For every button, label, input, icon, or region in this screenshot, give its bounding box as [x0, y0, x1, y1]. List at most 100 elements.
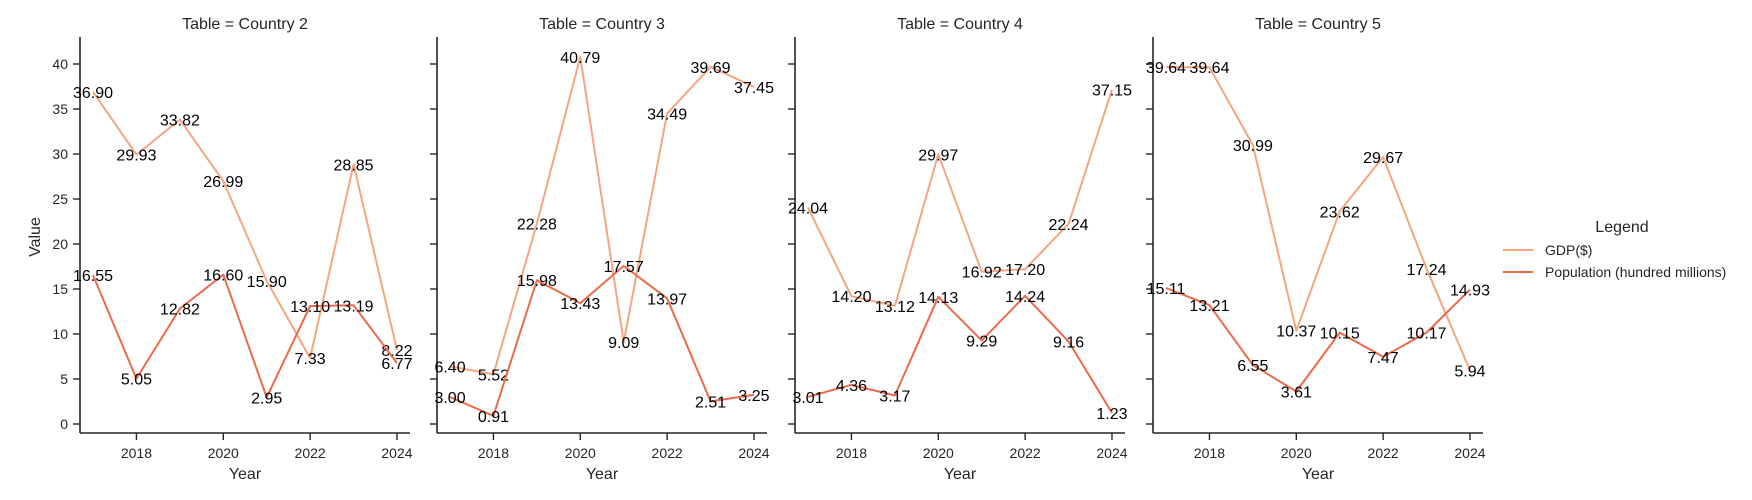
series-line-population: [449, 264, 755, 417]
x-tick-label: 2020: [565, 445, 596, 461]
data-label: 39.69: [691, 60, 731, 77]
data-label: 28.85: [334, 157, 374, 174]
data-label: 13.21: [1189, 298, 1229, 315]
panel-2: Table = Country 3 2018 2020 2022 2024 Year 6.4…: [430, 16, 774, 483]
x-tick-label: 2020: [208, 445, 239, 461]
x-tick-label: 2018: [121, 445, 152, 461]
data-label: 34.49: [647, 107, 687, 124]
data-label: 3.25: [738, 388, 769, 405]
data-label: 13.10: [290, 299, 330, 316]
series-line-gdp: [449, 55, 755, 376]
data-label: 15.90: [247, 274, 287, 291]
panel-title: Table = Country 4: [897, 16, 1023, 33]
y-tick-label: 0: [60, 416, 68, 432]
data-label: 29.97: [918, 147, 958, 164]
data-label: 39.64: [1189, 60, 1229, 77]
data-label: 17.24: [1407, 262, 1447, 279]
x-tick-label: 2024: [738, 445, 769, 461]
panel-title: Table = Country 2: [182, 16, 308, 33]
data-label: 14.93: [1450, 283, 1490, 300]
data-label: 10.15: [1320, 326, 1360, 343]
data-label: 37.15: [1092, 83, 1132, 100]
panel-3: Table = Country 4 2018 2020 2022 2024 Year 24.…: [788, 16, 1132, 483]
data-label: 5.52: [478, 367, 509, 384]
panel-title: Table = Country 3: [539, 16, 665, 33]
data-label: 16.92: [962, 265, 1002, 282]
data-label: 1.23: [1096, 406, 1127, 423]
data-label: 22.24: [1049, 217, 1089, 234]
data-label: 6.40: [434, 359, 465, 376]
data-label: 6.77: [381, 356, 412, 373]
y-tick-label: 25: [52, 191, 68, 207]
data-label: 10.37: [1276, 324, 1316, 341]
x-tick-label: 2018: [478, 445, 509, 461]
data-label: 17.20: [1005, 262, 1045, 279]
data-label: 24.04: [788, 201, 828, 218]
data-label: 29.67: [1363, 150, 1403, 167]
panel-title: Table = Country 5: [1255, 16, 1381, 33]
data-label: 30.99: [1233, 138, 1273, 155]
y-tick-label: 15: [52, 281, 68, 297]
data-label: 33.82: [160, 113, 200, 130]
x-tick-label: 2022: [295, 445, 326, 461]
data-label: 2.95: [251, 390, 282, 407]
panel-4: Table = Country 5 2018 2020 2022 2024 Year 39.…: [1146, 16, 1490, 483]
x-axis-title: Year: [229, 466, 262, 483]
series-line-population: [807, 294, 1113, 414]
data-label: 16.60: [203, 268, 243, 285]
x-tick-label: 2020: [1281, 445, 1312, 461]
x-tick-label: 2024: [381, 445, 412, 461]
y-tick-label: 10: [52, 326, 68, 342]
data-label: 4.36: [836, 378, 867, 395]
x-tick-label: 2020: [923, 445, 954, 461]
x-tick-label: 2022: [1010, 445, 1041, 461]
data-label: 9.09: [608, 335, 639, 352]
data-label: 3.00: [434, 390, 465, 407]
data-label: 12.82: [160, 302, 200, 319]
legend-label-gdp: GDP($): [1545, 242, 1592, 258]
y-tick-label: 30: [52, 146, 68, 162]
data-label: 14.24: [1005, 289, 1045, 306]
data-label: 15.98: [517, 273, 557, 290]
data-label: 15.11: [1147, 281, 1186, 298]
series-line-gdp: [807, 89, 1113, 307]
y-tick-label: 35: [52, 101, 68, 117]
legend: Legend GDP($) Population (hundred millio…: [1503, 219, 1726, 280]
x-tick-label: 2018: [836, 445, 867, 461]
data-label: 5.94: [1454, 364, 1485, 381]
data-label: 37.45: [734, 80, 774, 97]
series-line-population: [92, 273, 398, 399]
y-tick-label: 20: [52, 236, 68, 252]
data-label: 36.90: [73, 85, 113, 102]
data-label: 6.55: [1237, 358, 1268, 375]
data-label: 40.79: [560, 50, 600, 67]
data-label: 22.28: [517, 216, 557, 233]
data-label: 29.93: [116, 148, 156, 165]
data-label: 13.43: [560, 296, 600, 313]
x-tick-label: 2022: [1368, 445, 1399, 461]
data-label: 10.17: [1407, 325, 1447, 342]
data-label: 13.97: [647, 291, 687, 308]
y-tick-label: 40: [52, 56, 68, 72]
x-tick-label: 2024: [1454, 445, 1485, 461]
data-label: 3.01: [792, 390, 823, 407]
y-axis-title: Value: [27, 217, 44, 257]
x-tick-label: 2018: [1194, 445, 1225, 461]
x-axis-title: Year: [1302, 466, 1335, 483]
x-axis-title: Year: [586, 466, 619, 483]
data-label: 14.20: [831, 289, 871, 306]
data-label: 9.29: [966, 333, 997, 350]
data-label: 2.51: [695, 394, 726, 411]
series-line-gdp: [1166, 66, 1471, 371]
data-label: 3.61: [1281, 385, 1312, 402]
x-tick-label: 2024: [1096, 445, 1127, 461]
data-label: 14.13: [918, 290, 958, 307]
data-label: 7.47: [1368, 350, 1399, 367]
data-label: 0.91: [478, 409, 509, 426]
x-axis-title: Year: [944, 466, 977, 483]
legend-title: Legend: [1595, 219, 1648, 236]
data-label: 3.17: [879, 388, 910, 405]
data-label: 26.99: [203, 174, 243, 191]
series-line-population: [1165, 287, 1471, 393]
